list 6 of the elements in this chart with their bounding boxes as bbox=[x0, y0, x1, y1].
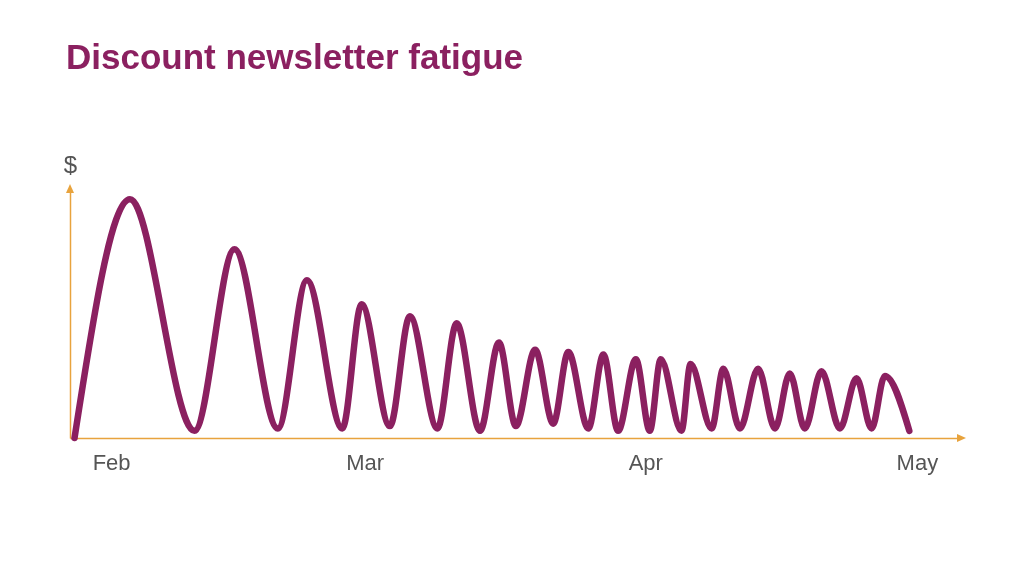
x-tick-label: Apr bbox=[628, 449, 663, 475]
x-tick-label: May bbox=[896, 449, 939, 475]
chart-title: Discount newsletter fatigue bbox=[66, 37, 524, 76]
y-axis-title: $ bbox=[63, 150, 78, 178]
x-tick-label: Feb bbox=[92, 449, 131, 475]
x-tick-label: Mar bbox=[346, 449, 385, 475]
